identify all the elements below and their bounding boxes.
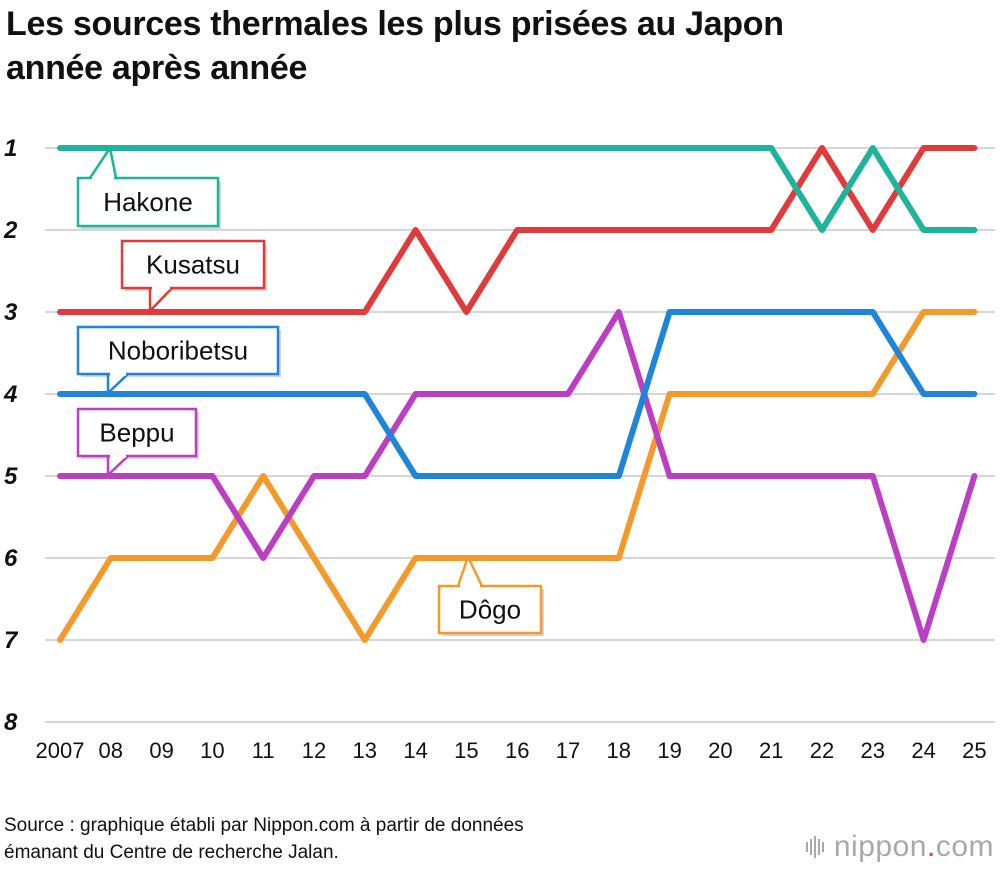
y-tick-label: 2 [3, 217, 18, 244]
series-line-noboribetsu [57, 309, 978, 479]
nippon-logo: nippon. com [805, 830, 994, 864]
x-tick-label: 14 [403, 738, 427, 763]
y-tick-label: 5 [4, 463, 18, 490]
callout-box-dôgo [437, 584, 543, 635]
y-tick-label: 3 [4, 299, 18, 326]
callout-pointer-kusatsu [148, 286, 174, 313]
callout-pointer-noboribetsu [106, 372, 130, 395]
x-tick-label: 16 [505, 738, 529, 763]
callout-pointer-beppu [106, 454, 130, 477]
callout-pointer-hakone [88, 146, 118, 180]
x-tick-label: 2007 [36, 738, 85, 763]
x-tick-label: 13 [353, 738, 377, 763]
x-tick-label: 24 [911, 738, 935, 763]
legend-label-hakone: Hakone [103, 187, 193, 217]
series-line-dôgo [57, 309, 978, 643]
x-tick-label: 18 [607, 738, 631, 763]
source-line-1: Source : graphique établi par Nippon.com… [4, 815, 524, 836]
x-tick-label: 12 [302, 738, 326, 763]
callout-box-kusatsu [120, 239, 266, 290]
logo-text: nippon [833, 830, 927, 863]
x-tick-label: 10 [200, 738, 224, 763]
legend-label-beppu: Beppu [99, 418, 174, 448]
x-tick-label: 11 [252, 738, 275, 763]
source-line-2: émanant du Centre de recherche Jalan. [4, 842, 339, 863]
x-tick-label: 22 [810, 738, 834, 763]
chart-title: Les sources thermales les plus prisées a… [6, 2, 986, 90]
logo-dot: . [926, 830, 936, 863]
series-line-hakone [57, 145, 978, 233]
series-line-beppu [57, 309, 978, 643]
legend-label-noboribetsu: Noboribetsu [108, 336, 248, 366]
callout-box-hakone [76, 176, 220, 228]
source-note: Source : graphique établi par Nippon.com… [4, 812, 524, 866]
x-tick-label: 23 [861, 738, 885, 763]
logo-suffix: com [935, 830, 994, 863]
callout-box-noboribetsu [76, 325, 280, 376]
x-tick-label: 17 [556, 738, 580, 763]
legend-label-kusatsu: Kusatsu [146, 250, 240, 280]
y-tick-label: 4 [3, 381, 17, 408]
chart-title-line-1: Les sources thermales les plus prisées a… [6, 5, 784, 43]
y-tick-label: 7 [4, 627, 19, 654]
x-tick-label: 20 [708, 738, 732, 763]
x-tick-label: 15 [454, 738, 478, 763]
y-tick-label: 8 [4, 709, 18, 736]
x-tick-label: 19 [657, 738, 681, 763]
chart-title-line-2: année après année [6, 49, 308, 87]
y-tick-label: 6 [4, 545, 18, 572]
legend-label-dôgo: Dôgo [459, 595, 521, 625]
x-tick-label: 08 [99, 738, 123, 763]
x-tick-label: 09 [149, 738, 173, 763]
series-line-kusatsu [57, 145, 978, 315]
callout-box-beppu [76, 407, 198, 458]
x-tick-label: 25 [962, 738, 986, 763]
callout-pointer-dôgo [456, 555, 484, 588]
x-tick-label: 21 [759, 738, 783, 763]
logo-mark-icon [805, 835, 826, 859]
y-tick-label: 1 [4, 135, 17, 162]
